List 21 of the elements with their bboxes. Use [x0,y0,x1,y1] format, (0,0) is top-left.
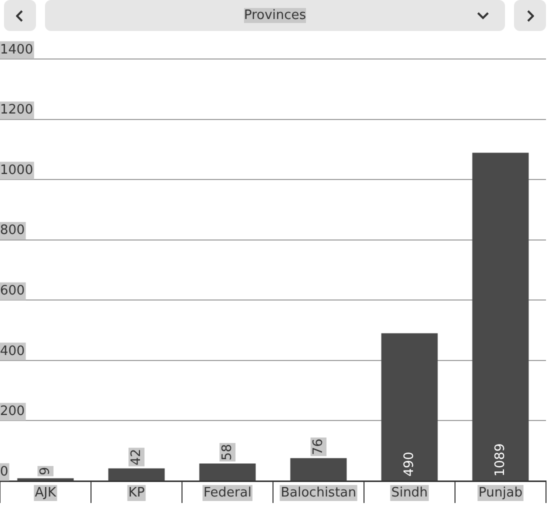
x-tick-label: KP [128,485,145,500]
y-tick-label: 1000 [0,162,34,178]
x-tick-label: Balochistan [280,485,356,500]
x-tick-label: Sindh [391,485,428,500]
data-label: 42 [128,448,144,466]
y-tick-label: 0 [0,464,8,480]
y-tick-label: 1400 [0,42,34,58]
chart-title: Provinces [244,8,306,23]
data-label: 76 [310,438,326,456]
y-tick-label: 400 [0,344,25,359]
data-label: 490 [402,452,417,476]
x-tick-label: AJK [34,485,57,500]
data-label: 9 [38,467,53,476]
y-tick-label: 600 [0,284,25,299]
data-label: 58 [220,444,235,461]
y-tick-label: 800 [0,223,25,238]
x-tick-label: Punjab [478,485,522,500]
data-label: 1089 [492,443,508,476]
y-tick-label: 1200 [0,102,34,118]
x-tick-label: Federal [204,485,252,500]
y-tick-label: 200 [0,404,25,420]
